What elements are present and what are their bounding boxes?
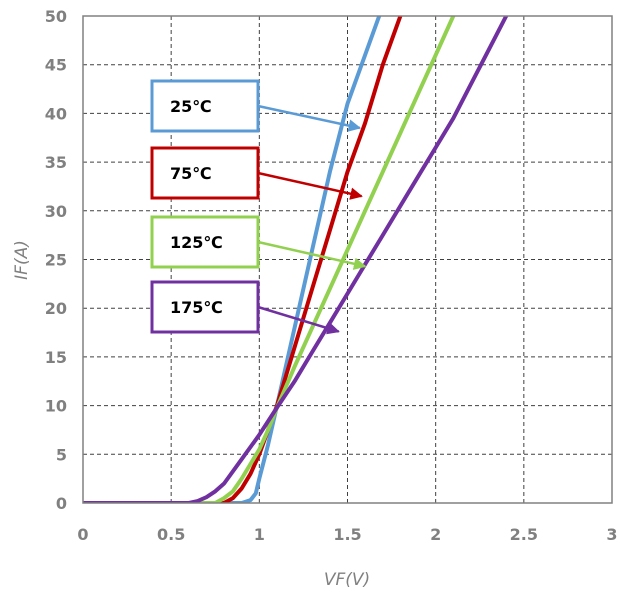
legend-label: 125℃ <box>170 233 223 252</box>
x-tick-label: 1 <box>254 525 265 544</box>
legend-callouts: 25℃ 75℃ 125℃ 175℃ <box>150 79 367 335</box>
legend-arrow <box>257 171 363 200</box>
series-line-2 <box>83 16 456 503</box>
legend-box <box>150 215 260 269</box>
legend-arrow <box>257 240 367 270</box>
x-tick-label: 3 <box>606 525 617 544</box>
y-tick-label: 30 <box>45 202 67 221</box>
legend-arrow <box>257 104 362 132</box>
y-axis-title: IF(A) <box>12 240 32 280</box>
y-tick-label: 45 <box>45 56 67 75</box>
legend-label: 175℃ <box>170 298 223 317</box>
plot-frame <box>82 15 613 504</box>
x-tick-label: 0 <box>77 525 88 544</box>
y-tick-label: 20 <box>45 299 67 318</box>
legend-callout-0: 25℃ <box>150 79 362 133</box>
y-tick-label: 35 <box>45 153 67 172</box>
x-tick-label: 2.5 <box>510 525 538 544</box>
series-line-3 <box>83 16 509 503</box>
plot-border <box>82 15 613 504</box>
x-axis-title: VF(V) <box>324 570 370 590</box>
y-tick-label: 5 <box>56 445 67 464</box>
series-lines <box>83 16 509 503</box>
x-tick-label: 2 <box>430 525 441 544</box>
legend-callout-3: 175℃ <box>150 280 340 335</box>
y-tick-label: 40 <box>45 104 67 123</box>
legend-box <box>150 280 260 334</box>
legend-box <box>150 79 260 133</box>
legend-arrow <box>257 305 340 335</box>
legend-box <box>150 146 260 200</box>
legend-callout-1: 75℃ <box>150 146 363 200</box>
y-tick-label: 0 <box>56 494 67 513</box>
y-tick-label: 15 <box>45 348 67 367</box>
legend-label: 75℃ <box>170 164 212 183</box>
y-tick-label: 10 <box>45 397 67 416</box>
legend-label: 25℃ <box>170 97 212 116</box>
x-tick-label: 1.5 <box>333 525 361 544</box>
y-tick-label: 50 <box>45 7 67 26</box>
y-tick-label: 25 <box>45 251 67 270</box>
x-tick-label: 0.5 <box>157 525 185 544</box>
legend-callout-2: 125℃ <box>150 215 367 270</box>
